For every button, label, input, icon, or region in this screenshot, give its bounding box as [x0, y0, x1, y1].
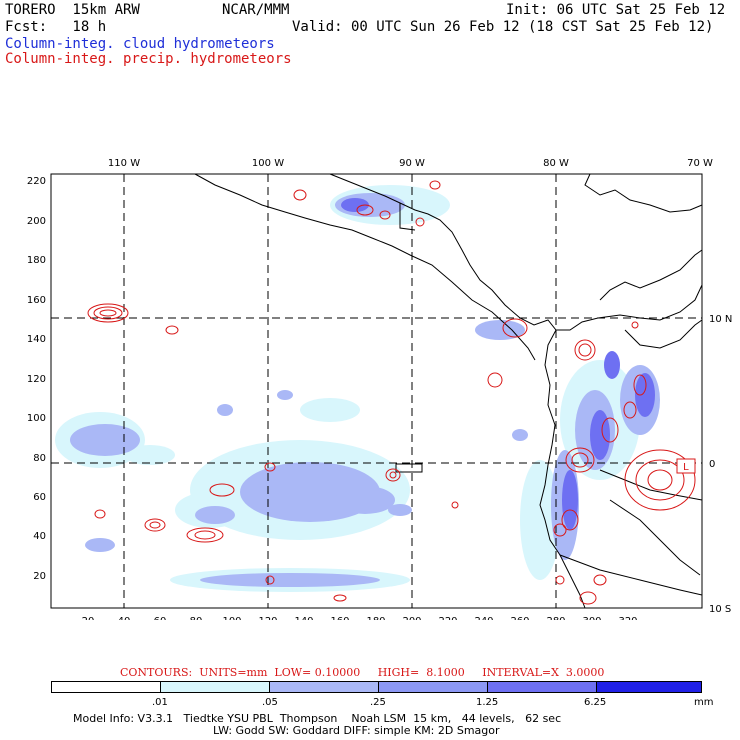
- x-tick: 260: [510, 616, 529, 620]
- contour-interval: INTERVAL=X 3.0000: [482, 666, 605, 679]
- org-label: NCAR/MMM: [222, 2, 290, 18]
- lon-label-110w: 110 W: [108, 158, 140, 169]
- y-tick: 80: [33, 453, 46, 464]
- x-tick: 60: [154, 616, 167, 620]
- precip-contours: [87, 180, 696, 605]
- x-tick: 300: [582, 616, 601, 620]
- valid-time: Valid: 00 UTC Sun 26 Feb 12 (18 CST Sat …: [292, 19, 714, 35]
- contour-units-low: CONTOURS: UNITS=mm LOW= 0.10000: [120, 666, 361, 679]
- lon-label-70w: 70 W: [687, 158, 713, 169]
- x-tick: 320: [618, 616, 637, 620]
- y-tick: 160: [27, 295, 46, 306]
- lon-label-90w: 90 W: [399, 158, 425, 169]
- model-title: TORERO 15km ARW: [5, 2, 140, 18]
- colorbar-segment: [597, 682, 701, 692]
- footer-physics-info: LW: Godd SW: Goddard DIFF: simple KM: 2D…: [213, 724, 500, 737]
- x-tick: 140: [294, 616, 313, 620]
- colorbar-segment: [52, 682, 161, 692]
- x-tick: 220: [438, 616, 457, 620]
- lon-label-80w: 80 W: [543, 158, 569, 169]
- colorbar-segment: [488, 682, 597, 692]
- x-tick: 240: [474, 616, 493, 620]
- x-tick: 80: [190, 616, 203, 620]
- colorbar-segment: [161, 682, 270, 692]
- coastlines: [194, 173, 703, 609]
- colorbar-segment: [270, 682, 379, 692]
- footer-model-info: Model Info: V3.3.1 Tiedtke YSU PBL Thomp…: [73, 712, 562, 725]
- x-tick: 40: [118, 616, 131, 620]
- x-tick: 20: [82, 616, 95, 620]
- colorbar-label: 6.25: [584, 697, 607, 708]
- x-tick: 120: [258, 616, 277, 620]
- init-time: Init: 06 UTC Sat 25 Feb 12: [506, 2, 726, 18]
- legend-cloud: Column-integ. cloud hydrometeors: [5, 36, 275, 52]
- colorbar-segment: [379, 682, 488, 692]
- graticule: [51, 174, 702, 608]
- x-tick: 200: [402, 616, 421, 620]
- y-tick: 200: [27, 216, 46, 227]
- contour-high: HIGH= 8.1000: [377, 666, 465, 679]
- x-tick: 160: [330, 616, 349, 620]
- lat-label-0: 0: [709, 459, 715, 470]
- lat-label-10n: 10 N: [709, 314, 732, 325]
- cloud-dark-areas: [341, 198, 655, 530]
- colorbar-unit: mm: [694, 697, 714, 708]
- y-tick: 220: [27, 176, 46, 187]
- x-tick: 100: [222, 616, 241, 620]
- y-tick: 140: [27, 334, 46, 345]
- y-tick: 20: [33, 571, 46, 582]
- forecast-map: L 110 W 100 W 90 W 80 W 70 W 10 N 0 10 S…: [27, 158, 732, 620]
- colorbar-label: .25: [370, 697, 386, 708]
- y-tick: 40: [33, 531, 46, 542]
- colorbar: [51, 681, 702, 693]
- colorbar-label: .01: [152, 697, 168, 708]
- colorbar-label: .05: [262, 697, 278, 708]
- y-tick: 100: [27, 413, 46, 424]
- forecast-hour: Fcst: 18 h: [5, 19, 107, 35]
- low-marker-box: [676, 458, 696, 474]
- x-tick: 180: [366, 616, 385, 620]
- colorbar-label: 1.25: [476, 697, 499, 708]
- y-tick: 120: [27, 374, 46, 385]
- contour-info: CONTOURS: UNITS=mm LOW= 0.10000 HIGH= 8.…: [120, 666, 604, 679]
- low-marker-label: L: [683, 462, 689, 473]
- legend-precip: Column-integ. precip. hydrometeors: [5, 51, 292, 67]
- lon-label-100w: 100 W: [252, 158, 284, 169]
- y-tick: 60: [33, 492, 46, 503]
- y-tick: 180: [27, 255, 46, 266]
- x-tick: 280: [546, 616, 565, 620]
- lat-label-10s: 10 S: [709, 604, 731, 615]
